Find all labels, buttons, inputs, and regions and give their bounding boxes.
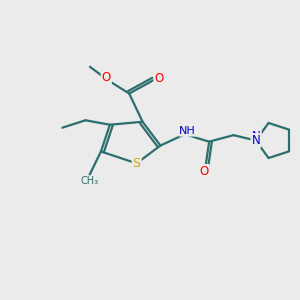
Text: NH: NH bbox=[179, 126, 196, 136]
Text: O: O bbox=[102, 71, 111, 84]
Text: N: N bbox=[251, 134, 260, 147]
Text: O: O bbox=[154, 72, 164, 85]
Text: CH₃: CH₃ bbox=[80, 176, 98, 186]
Text: O: O bbox=[200, 165, 209, 178]
Text: N: N bbox=[252, 130, 261, 142]
Text: S: S bbox=[133, 157, 141, 170]
